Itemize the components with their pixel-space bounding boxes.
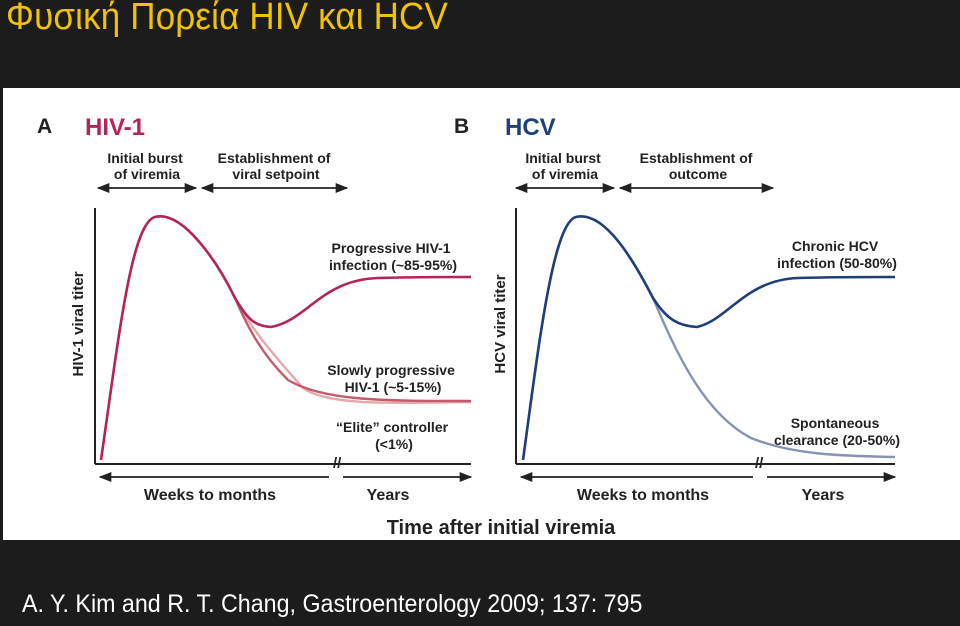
panel-a-letter: A: [37, 115, 52, 138]
panel-b-curve-chronic: [521, 215, 896, 461]
panel-a-weeks-label: Weeks to months: [144, 487, 276, 504]
natural-history-figure: A HIV-1 Initial burst of viremia Establi…: [3, 88, 960, 540]
panel-b-name: HCV: [505, 114, 556, 141]
figure-canvas: A HIV-1 Initial burst of viremia Establi…: [37, 114, 900, 539]
panel-b-letter: B: [454, 115, 469, 138]
panel-a-elite-label: “Elite” controller (<1%): [336, 419, 452, 452]
panel-a-y-label: HIV-1 viral titer: [70, 271, 87, 376]
slide-title: Φυσική Πορεία HIV και HCV: [6, 0, 449, 38]
panel-a-name: HIV-1: [85, 114, 145, 141]
panel-a-curve-slow: [233, 297, 472, 403]
panel-b-hcv: B HCV Initial burst of viremia Establish…: [454, 114, 900, 504]
panel-b-break-mark: //: [755, 455, 764, 472]
panel-b-weeks-label: Weeks to months: [577, 487, 709, 504]
panel-a-years-label: Years: [367, 487, 410, 504]
panel-b-phase2-label: Establishment of outcome: [640, 150, 757, 182]
x-axis-title: Time after initial viremia: [387, 517, 616, 539]
panel-b-phase1-label: Initial burst of viremia: [525, 150, 604, 182]
panel-a-phase2-label: Establishment of viral setpoint: [218, 150, 335, 182]
panel-b-y-label: HCV viral titer: [492, 274, 509, 373]
panel-a-progressive-label: Progressive HIV-1 infection (~85-95%): [329, 240, 457, 273]
panel-a-curve-progressive: [99, 215, 472, 461]
panel-a-phase1-label: Initial burst of viremia: [107, 150, 186, 182]
panel-b-clearance-label: Spontaneous clearance (20-50%): [774, 415, 900, 448]
panel-a-break-mark: //: [333, 455, 342, 472]
panel-a-hiv: A HIV-1 Initial burst of viremia Establi…: [37, 114, 473, 504]
panel-b-years-label: Years: [802, 487, 845, 504]
citation: A. Y. Kim and R. T. Chang, Gastroenterol…: [22, 590, 643, 618]
panel-a-slow-label: Slowly progressive HIV-1 (~5-15%): [327, 362, 459, 395]
panel-b-chronic-label: Chronic HCV infection (50-80%): [777, 238, 897, 271]
